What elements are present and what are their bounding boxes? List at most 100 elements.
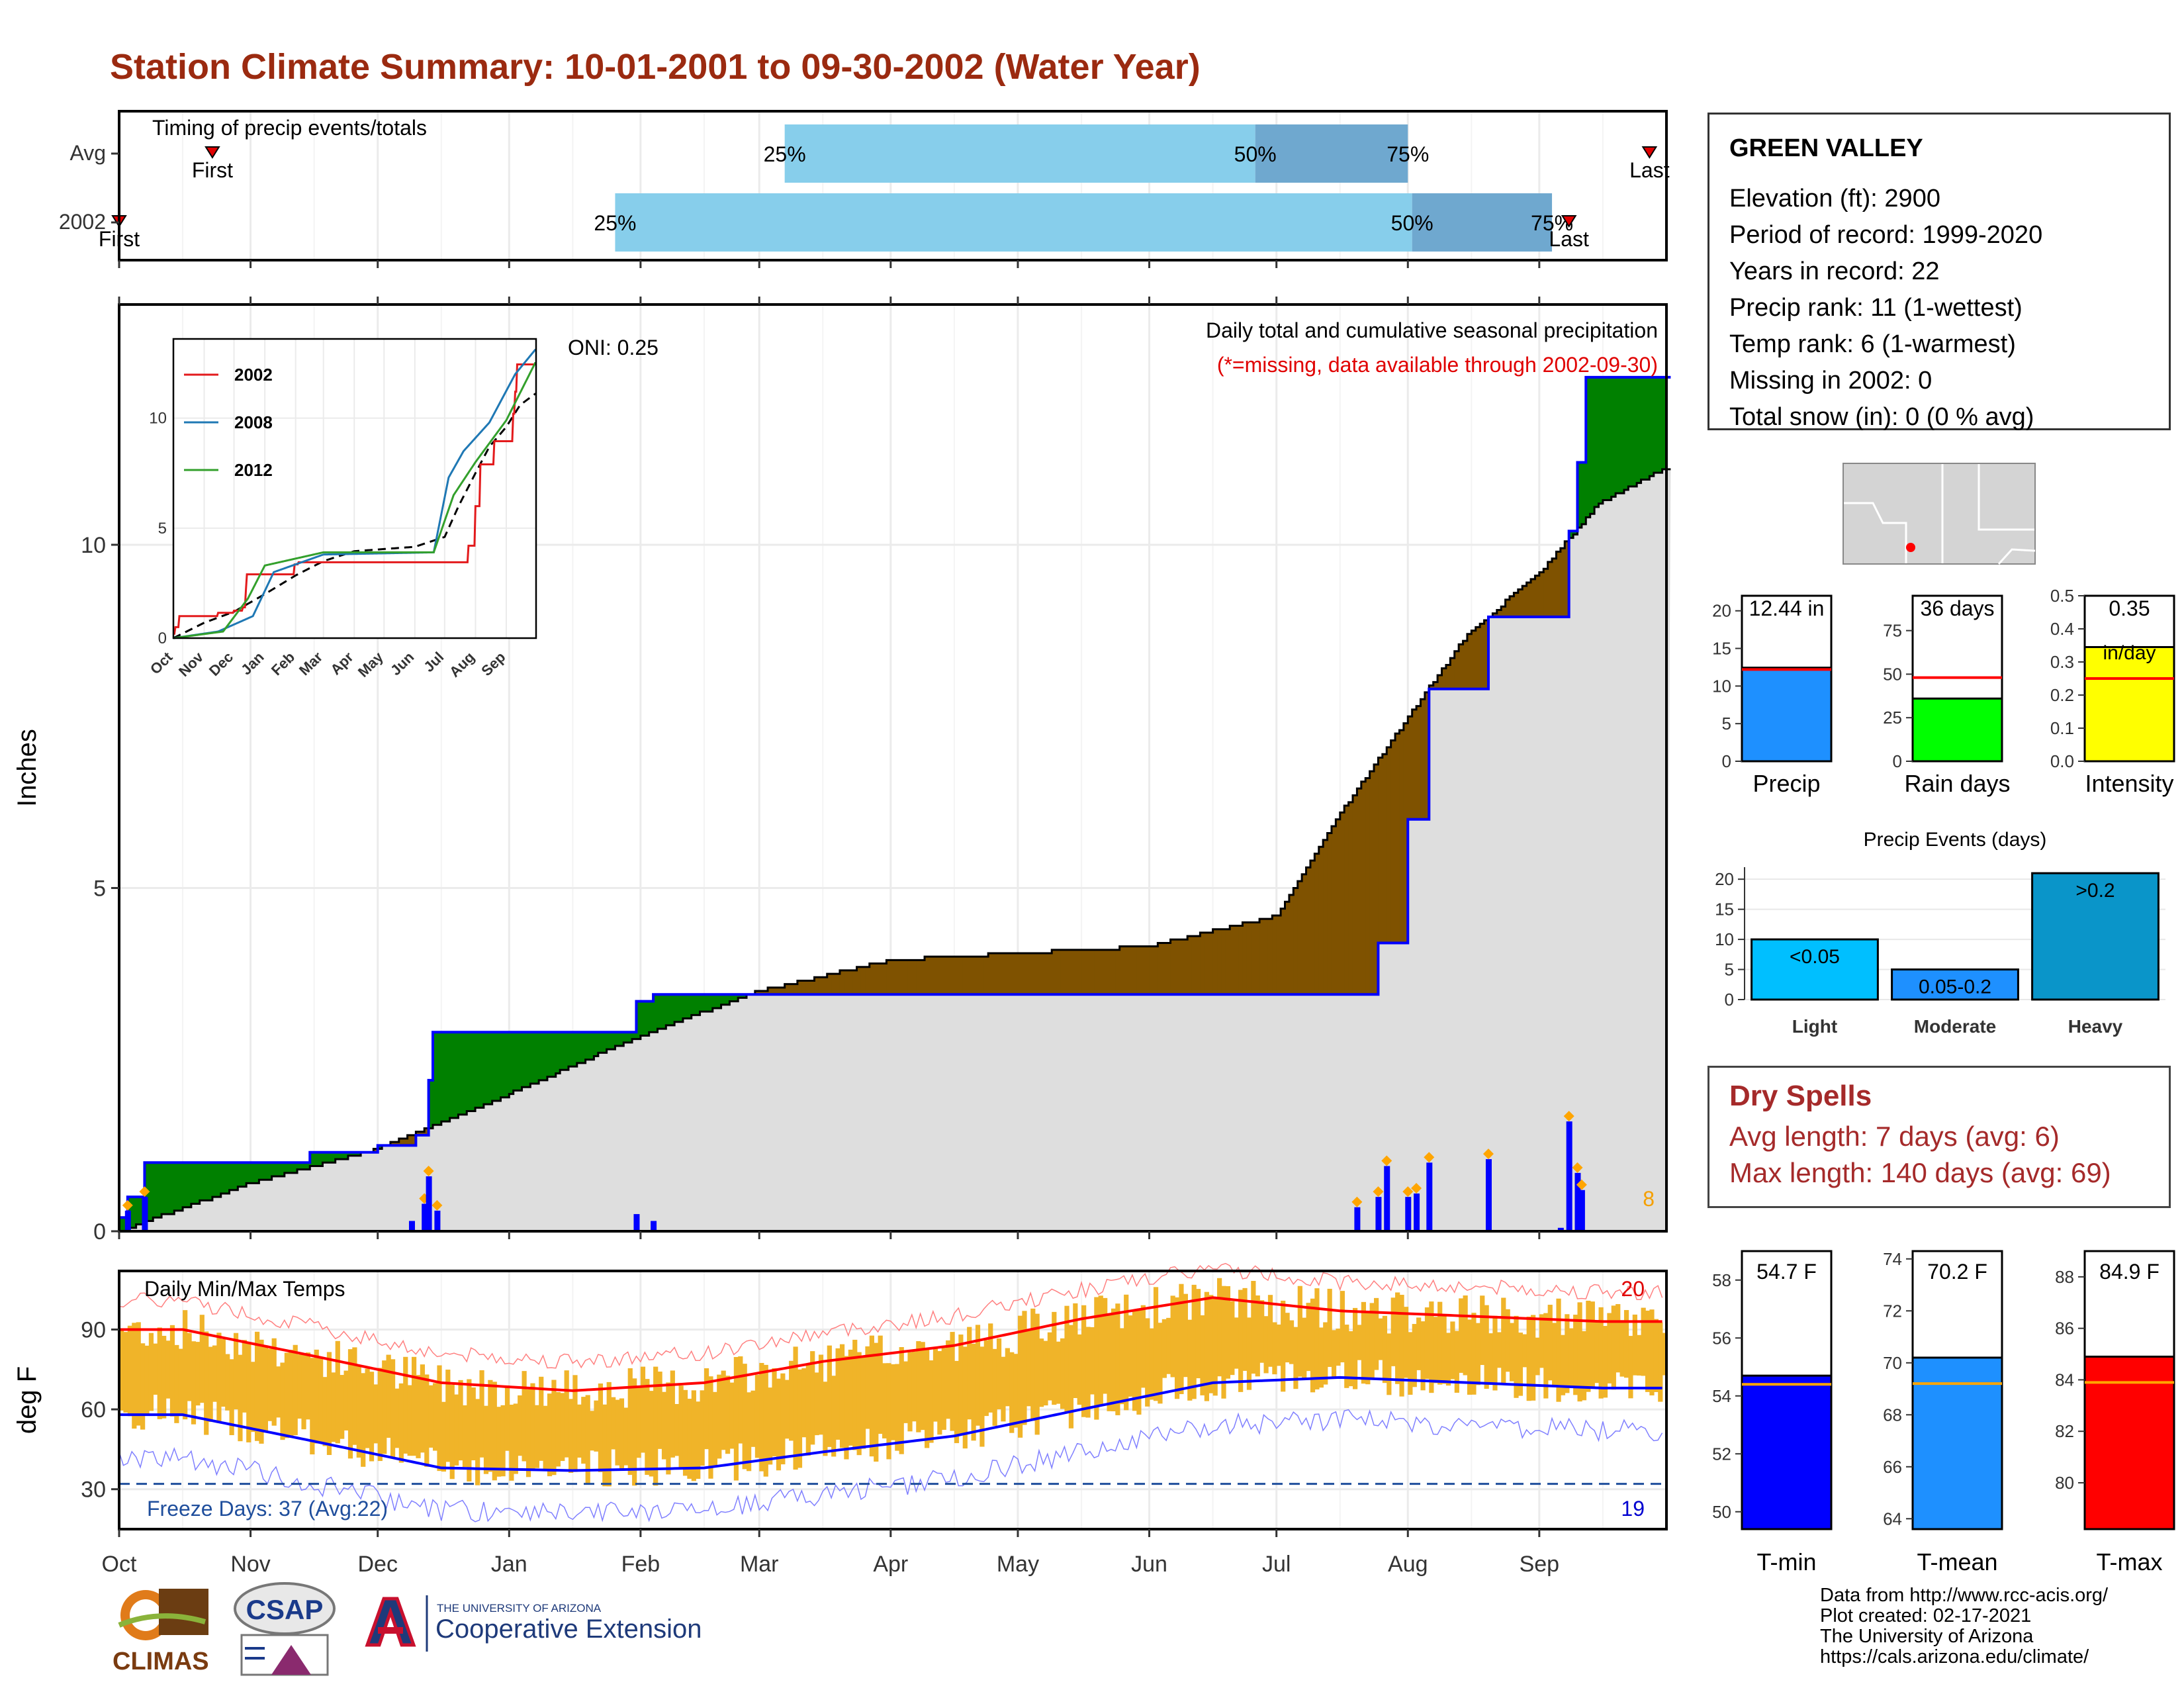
daily-temp-range-bar: [1073, 1303, 1078, 1399]
timing-bar-upper: [1412, 193, 1553, 252]
summary-bar: [1911, 697, 2003, 763]
daily-temp-range-bar: [340, 1375, 345, 1439]
deficit-area: [903, 960, 909, 995]
deficit-area: [1450, 658, 1455, 689]
daily-temp-range-bar: [518, 1395, 523, 1456]
daily-max-marker: [122, 1199, 133, 1211]
deficit-area: [1505, 599, 1510, 617]
summary-unit: in/day: [2103, 642, 2156, 664]
deficit-area: [844, 970, 849, 995]
daily-temp-range-bar: [1314, 1288, 1320, 1389]
daily-temp-range-bar: [678, 1385, 684, 1469]
daily-temp-range-bar: [530, 1383, 535, 1471]
deficit-area: [996, 953, 1001, 995]
daily-temp-range-bar: [123, 1332, 128, 1413]
daily-temp-range-bar: [640, 1366, 646, 1453]
summary-tick-label: 5: [1722, 714, 1731, 733]
deficit-area: [1179, 939, 1184, 995]
precip-subtitle: Daily total and cumulative seasonal prec…: [1206, 318, 1658, 342]
daily-temp-range-bar: [615, 1399, 620, 1466]
daily-temp-range-bar: [1420, 1321, 1426, 1391]
daily-precip-bar: [1485, 1159, 1492, 1231]
climas-logo[interactable]: CLIMAS: [113, 1589, 209, 1675]
logos[interactable]: CLIMAS CSAP THE UNIVERSITY OF ARIZONA Co…: [106, 1582, 754, 1681]
deficit-area: [1107, 949, 1112, 995]
daily-temp-range-bar: [937, 1351, 942, 1435]
daily-temp-range-bar: [500, 1405, 506, 1477]
deficit-area: [1285, 902, 1290, 995]
deficit-area: [831, 974, 837, 995]
deficit-area: [1369, 771, 1375, 995]
precip-panel: 0 5 10 Inches Daily total and cumulative s…: [13, 303, 1671, 1244]
surplus-area: [1645, 377, 1650, 480]
surplus-area: [623, 1032, 629, 1043]
station-marker: [1906, 543, 1915, 552]
daily-temp-range-bar: [1013, 1354, 1019, 1428]
deficit-area: [967, 957, 972, 995]
daily-temp-range-bar: [165, 1340, 171, 1399]
daily-temp-range-bar: [725, 1376, 731, 1454]
daily-temp-range-bar: [789, 1360, 794, 1441]
daily-temp-range-bar: [513, 1403, 518, 1474]
daily-temp-range-bar: [1068, 1325, 1074, 1429]
climas-text: CLIMAS: [113, 1648, 209, 1675]
daily-temp-range-bar: [441, 1401, 447, 1472]
csap-logo[interactable]: CSAP: [234, 1582, 336, 1676]
daily-temp-range-bar: [1560, 1335, 1566, 1395]
surplus-area: [712, 994, 717, 1008]
summary-tick-label: 25: [1883, 708, 1902, 727]
surplus-area: [645, 1001, 650, 1036]
temp-summary-tick-label: 66: [1883, 1457, 1902, 1477]
daily-temp-range-bar: [1539, 1314, 1545, 1368]
deficit-area: [988, 953, 993, 995]
surplus-area: [649, 1001, 654, 1033]
deficit-area: [1081, 949, 1087, 995]
daily-temp-range-bar: [1619, 1320, 1625, 1377]
deficit-area: [1352, 795, 1357, 995]
daily-temp-range-bar: [1361, 1301, 1367, 1384]
month-tick-label: Mar: [740, 1552, 779, 1577]
daily-temp-range-bar: [1323, 1322, 1328, 1385]
deficit-area: [1403, 723, 1408, 943]
surplus-area: [310, 1152, 315, 1166]
inset-line-2012: [173, 362, 536, 639]
surplus-area: [259, 1162, 264, 1180]
station-period: Period of record: 1999-2020: [1729, 221, 2043, 249]
deficit-area: [1327, 833, 1332, 995]
deficit-area: [1361, 781, 1366, 995]
dry-avg-length: Avg length: 7 days (avg: 6): [1729, 1121, 2060, 1152]
surplus-area: [700, 994, 705, 1012]
credit-line: https://cals.arizona.edu/climate/: [1820, 1646, 2089, 1667]
deficit-area: [1013, 953, 1019, 995]
timing-marker: [1641, 146, 1658, 159]
daily-temp-range-bar: [1047, 1332, 1053, 1401]
daily-temp-range-bar: [967, 1327, 972, 1420]
temp-summary-value: 54.7 F: [1756, 1260, 1817, 1284]
daily-temp-range-bar: [225, 1354, 230, 1411]
daily-temp-range-bar: [187, 1333, 192, 1401]
credit-line: Data from http://www.rcc-acis.org/: [1820, 1585, 2109, 1606]
precip-ylabel: Inches: [13, 729, 42, 807]
daily-temp-range-bar: [576, 1404, 582, 1458]
daily-temp-range-bar: [216, 1333, 222, 1422]
surplus-area: [305, 1162, 310, 1170]
deficit-area: [1098, 949, 1103, 995]
surplus-area: [696, 994, 701, 1015]
daily-temp-range-bar: [1581, 1331, 1587, 1401]
ua-logo[interactable]: THE UNIVERSITY OF ARIZONA Cooperative Ex…: [365, 1595, 702, 1652]
daily-max-marker: [1482, 1149, 1494, 1160]
surplus-area: [1602, 377, 1608, 500]
deficit-area: [1212, 929, 1218, 995]
surplus-area: [169, 1162, 175, 1215]
deficit-area: [890, 960, 895, 995]
summary-tick-label: 0: [1893, 751, 1902, 771]
deficit-area: [1463, 641, 1468, 689]
daily-temp-range-bar: [1263, 1316, 1269, 1374]
daily-temp-range-bar: [398, 1383, 404, 1463]
events-bar-label: >0.2: [2075, 880, 2115, 902]
daily-temp-range-bar: [581, 1397, 586, 1464]
temp-summary-tick-label: 82: [2055, 1421, 2074, 1441]
daily-temp-range-bar: [1327, 1288, 1332, 1367]
daily-temp-range-bar: [246, 1342, 251, 1442]
surplus-area: [1637, 377, 1642, 483]
